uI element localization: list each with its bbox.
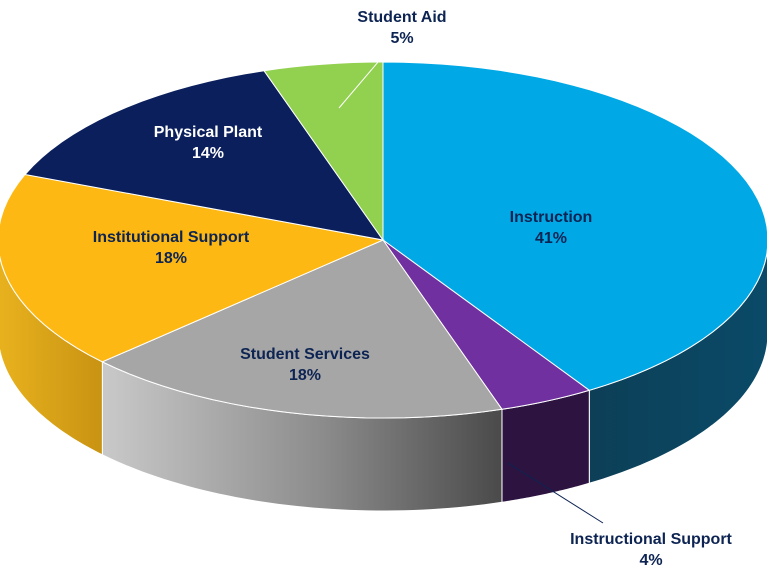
slice-labels: Instruction 41% Instructional Support 4% Stu… xyxy=(93,9,733,569)
leader-line-instructional-support xyxy=(507,462,604,524)
slice-label-institutional-support: Institutional Support xyxy=(93,229,250,246)
pie-slice-instruction xyxy=(382,61,767,391)
pie-slice-institutional-support xyxy=(0,173,385,363)
leader-lines xyxy=(338,54,604,524)
pie-sides xyxy=(0,248,767,512)
slice-label-physical-plant: Physical Plant xyxy=(154,124,263,141)
pie-slice-instructional-support xyxy=(382,239,591,410)
slice-value-instructional-support: 4% xyxy=(639,552,662,569)
slice-value-student-services: 18% xyxy=(289,367,321,384)
slice-label-student-services: Student Services xyxy=(240,346,370,363)
slice-label-student-aid: Student Aid xyxy=(357,9,446,26)
slice-label-instruction: Instruction xyxy=(510,209,593,226)
pie-slice-student-aid xyxy=(263,61,384,242)
slice-value-student-aid: 5% xyxy=(390,30,413,47)
pie-slice-student-services xyxy=(101,239,503,419)
slice-label-instructional-support: Instructional Support xyxy=(570,531,732,548)
slice-value-instruction: 41% xyxy=(535,230,567,247)
pie-tops xyxy=(0,61,767,419)
leader-line-student-aid xyxy=(338,54,385,109)
slice-value-institutional-support: 18% xyxy=(155,250,187,267)
slice-value-physical-plant: 14% xyxy=(192,145,224,162)
